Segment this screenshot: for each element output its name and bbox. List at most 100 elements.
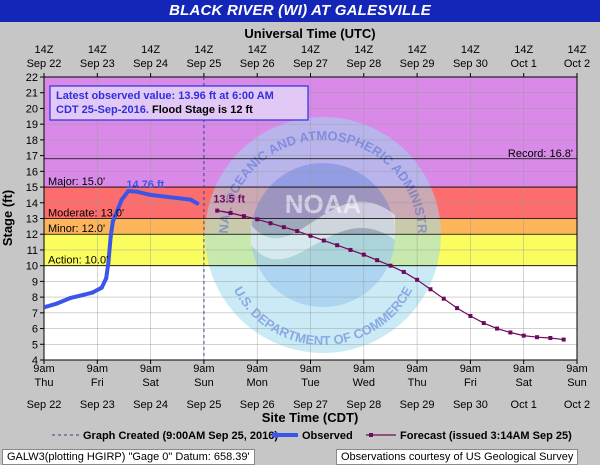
forecast-point bbox=[481, 321, 486, 326]
x-tick-time: 9am bbox=[246, 363, 267, 375]
forecast-point bbox=[455, 306, 460, 311]
top-tick-date: Oct 2 bbox=[564, 58, 590, 70]
forecast-point bbox=[561, 337, 566, 342]
seal-center-text: NOAA bbox=[285, 189, 362, 219]
top-tick-label: 14Z bbox=[35, 44, 54, 56]
top-tick-date: Sep 30 bbox=[453, 58, 488, 70]
forecast-point bbox=[375, 258, 380, 263]
forecast-crest-label: 13.5 ft bbox=[213, 194, 245, 206]
y-tick-label: 15 bbox=[26, 182, 38, 194]
y-tick-label: 5 bbox=[32, 339, 38, 351]
x-tick-day: Fri bbox=[91, 377, 104, 389]
top-tick-date: Oct 1 bbox=[511, 58, 537, 70]
top-tick-label: 14Z bbox=[248, 44, 267, 56]
x-tick-date: Sep 22 bbox=[27, 399, 62, 411]
legend-observed-dot bbox=[273, 432, 279, 438]
x-tick-day: Sun bbox=[194, 377, 214, 389]
x-tick-date: Sep 29 bbox=[400, 399, 435, 411]
y-tick-label: 7 bbox=[32, 308, 38, 320]
x-tick-date: Sep 24 bbox=[133, 399, 168, 411]
top-tick-label: 14Z bbox=[568, 44, 587, 56]
observed-point bbox=[188, 197, 193, 202]
flood-label-minor: Minor: 12.0' bbox=[48, 223, 105, 235]
observed-peak-label: 14.76 ft bbox=[126, 179, 164, 191]
observed-point bbox=[68, 295, 73, 300]
top-tick-label: 14Z bbox=[301, 44, 320, 56]
y-tick-label: 6 bbox=[32, 324, 38, 336]
observed-point bbox=[99, 285, 104, 290]
x-tick-time: 9am bbox=[513, 363, 534, 375]
y-tick-label: 12 bbox=[26, 229, 38, 241]
forecast-point bbox=[495, 326, 500, 331]
observed-point bbox=[126, 188, 131, 193]
x-tick-day: Fri bbox=[464, 377, 477, 389]
y-tick-label: 13 bbox=[26, 214, 38, 226]
forecast-point bbox=[361, 252, 366, 257]
forecast-point bbox=[215, 208, 220, 213]
observed-point bbox=[115, 208, 120, 213]
forecast-point bbox=[521, 333, 526, 338]
x-tick-time: 9am bbox=[193, 363, 214, 375]
forecast-point bbox=[348, 247, 353, 252]
top-tick-label: 14Z bbox=[461, 44, 480, 56]
top-tick-label: 14Z bbox=[141, 44, 160, 56]
legend-forecast: Forecast (issued 3:14AM Sep 25) bbox=[400, 430, 572, 442]
seal-gull bbox=[251, 201, 395, 260]
forecast-point bbox=[415, 277, 420, 282]
y-tick-label: 21 bbox=[26, 88, 38, 100]
x-tick-day: Thu bbox=[35, 377, 54, 389]
top-tick-date: Sep 28 bbox=[346, 58, 381, 70]
forecast-point bbox=[441, 296, 446, 301]
observed-point bbox=[44, 305, 46, 310]
forecast-point bbox=[428, 287, 433, 292]
top-tick-date: Sep 26 bbox=[240, 58, 275, 70]
forecast-point bbox=[468, 313, 473, 318]
x-tick-time: 9am bbox=[140, 363, 161, 375]
y-tick-label: 4 bbox=[32, 355, 38, 367]
title-bar: BLACK RIVER (WI) AT GALESVILLE bbox=[0, 0, 600, 22]
y-tick-label: 19 bbox=[26, 119, 38, 131]
observed-point bbox=[106, 260, 111, 265]
observed-point bbox=[110, 219, 115, 224]
gage-datum-note: GALW3(plotting HGIRP) "Gage 0" Datum: 65… bbox=[2, 449, 255, 465]
observed-point bbox=[161, 194, 166, 199]
top-tick-label: 14Z bbox=[514, 44, 533, 56]
x-tick-time: 9am bbox=[353, 363, 374, 375]
x-tick-day: Mon bbox=[246, 377, 267, 389]
x-tick-time: 9am bbox=[460, 363, 481, 375]
info-box bbox=[49, 85, 309, 121]
y-tick-label: 18 bbox=[26, 135, 38, 147]
top-tick-label: 14Z bbox=[408, 44, 427, 56]
legend-forecast-marker bbox=[369, 433, 373, 437]
top-axis-title: Universal Time (UTC) bbox=[244, 26, 375, 41]
forecast-point bbox=[535, 335, 540, 340]
observed-point bbox=[104, 276, 109, 281]
legend-graph-created: Graph Created (9:00AM Sep 25, 2016) bbox=[83, 430, 278, 442]
x-axis-title: Site Time (CDT) bbox=[262, 410, 359, 425]
flood-label-moderate: Moderate: 13.0' bbox=[48, 208, 124, 220]
top-tick-date: Sep 24 bbox=[133, 58, 168, 70]
x-tick-day: Thu bbox=[408, 377, 427, 389]
hydrograph-chart: NATIONAL OCEANIC AND ATMOSPHERIC ADMINIS… bbox=[0, 26, 590, 442]
forecast-point bbox=[401, 269, 406, 274]
observed-point bbox=[148, 192, 153, 197]
observed-point bbox=[195, 201, 200, 206]
top-tick-date: Sep 29 bbox=[400, 58, 435, 70]
forecast-point bbox=[241, 214, 246, 219]
forecast-point bbox=[308, 233, 313, 238]
x-tick-date: Sep 28 bbox=[346, 399, 381, 411]
x-tick-day: Tue bbox=[301, 377, 320, 389]
info-line-1: Latest observed value: 13.96 ft at 6:00 … bbox=[56, 90, 274, 102]
observed-point bbox=[135, 189, 140, 194]
y-tick-label: 10 bbox=[26, 261, 38, 273]
y-tick-label: 11 bbox=[27, 245, 38, 257]
flood-label-action: Action: 10.0' bbox=[48, 255, 108, 267]
y-tick-label: 8 bbox=[32, 292, 38, 304]
x-tick-date: Oct 2 bbox=[564, 399, 590, 411]
chart-title: BLACK RIVER (WI) AT GALESVILLE bbox=[169, 2, 431, 19]
x-tick-date: Sep 27 bbox=[293, 399, 328, 411]
forecast-point bbox=[335, 243, 340, 248]
forecast-point bbox=[508, 330, 513, 335]
x-tick-time: 9am bbox=[300, 363, 321, 375]
